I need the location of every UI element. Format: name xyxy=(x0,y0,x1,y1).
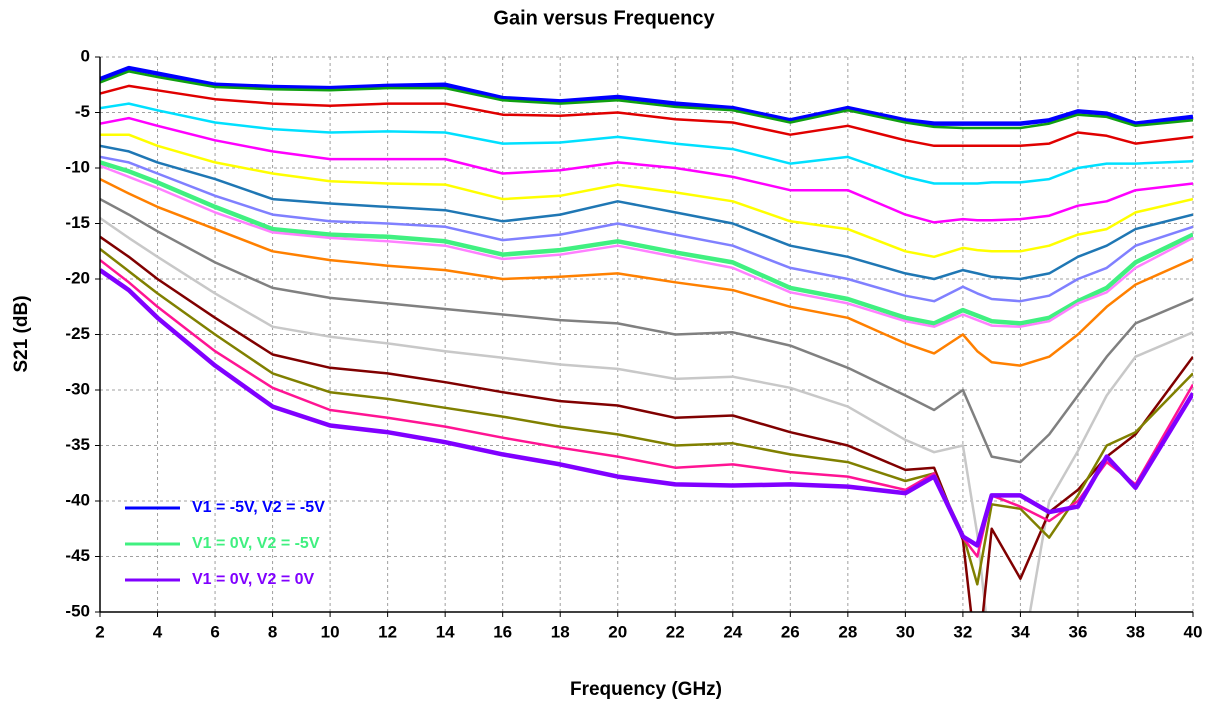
y-tick-label: 0 xyxy=(81,46,90,65)
legend-label: V1 = 0V, V2 = -5V xyxy=(192,535,320,552)
x-tick-label: 32 xyxy=(953,622,972,641)
series-line xyxy=(100,235,1193,612)
x-axis-title: Frequency (GHz) xyxy=(570,679,722,700)
y-tick-label: -20 xyxy=(65,268,90,287)
x-tick-label: 16 xyxy=(493,622,512,641)
x-tick-label: 18 xyxy=(551,622,570,641)
x-tick-label: 38 xyxy=(1126,622,1145,641)
series-line xyxy=(100,216,1193,612)
x-tick-label: 6 xyxy=(210,622,219,641)
series-line xyxy=(100,102,1193,185)
x-tick-label: 36 xyxy=(1068,622,1087,641)
y-tick-label: -40 xyxy=(65,490,90,509)
x-tick-label: 10 xyxy=(321,622,340,641)
x-tick-label: 30 xyxy=(896,622,915,641)
x-tick-label: 28 xyxy=(838,622,857,641)
series-line xyxy=(100,177,1193,367)
series-line xyxy=(100,84,1193,148)
x-tick-label: 22 xyxy=(666,622,685,641)
x-tick-label: 24 xyxy=(723,622,742,641)
y-tick-label: -35 xyxy=(65,435,90,454)
legend-label: V1 = 0V, V2 = 0V xyxy=(192,571,315,588)
y-tick-label: -5 xyxy=(75,102,90,121)
series-line xyxy=(100,259,1193,558)
series-line xyxy=(100,155,1193,303)
series-line xyxy=(100,70,1193,130)
x-tick-label: 4 xyxy=(153,622,163,641)
x-tick-label: 40 xyxy=(1184,622,1203,641)
x-tick-label: 26 xyxy=(781,622,800,641)
x-tick-label: 2 xyxy=(95,622,104,641)
series-line xyxy=(100,116,1193,224)
y-tick-label: -15 xyxy=(65,213,90,232)
series-line xyxy=(100,248,1193,586)
series-line xyxy=(100,197,1193,464)
y-tick-label: -25 xyxy=(65,324,90,343)
x-tick-label: 20 xyxy=(608,622,627,641)
y-tick-label: -10 xyxy=(65,157,90,176)
x-tick-label: 8 xyxy=(268,622,277,641)
y-tick-label: -50 xyxy=(65,601,90,620)
series-line xyxy=(100,268,1193,548)
legend: V1 = -5V, V2 = -5V V1 = 0V, V2 = -5V V1 = … xyxy=(125,499,325,588)
chart-title: Gain versus Frequency xyxy=(493,7,715,29)
x-tick-label: 34 xyxy=(1011,622,1030,641)
y-axis-title: S21 (dB) xyxy=(11,295,32,372)
series-line xyxy=(100,144,1193,281)
x-tick-label: 14 xyxy=(436,622,455,641)
legend-label: V1 = -5V, V2 = -5V xyxy=(192,499,325,516)
series-line xyxy=(100,133,1193,259)
plot-area xyxy=(100,65,1193,612)
series-line xyxy=(100,164,1193,328)
x-tick-label: 12 xyxy=(378,622,397,641)
y-tick-label: -45 xyxy=(65,546,90,565)
series-line xyxy=(100,160,1193,326)
y-tick-label: -30 xyxy=(65,379,90,398)
series-line xyxy=(100,65,1193,126)
